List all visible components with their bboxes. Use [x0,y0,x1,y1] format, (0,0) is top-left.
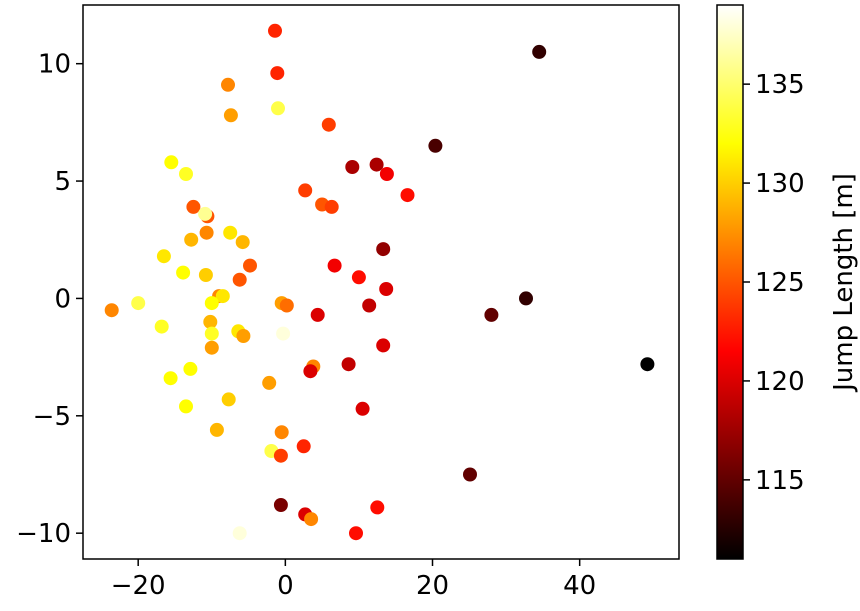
data-point [221,77,235,92]
data-point [204,326,219,341]
data-point [428,138,443,153]
x-axis: −20 0 20 40 [111,559,596,601]
data-point [204,340,219,355]
data-point [156,249,171,264]
y-axis: −10 −5 0 5 10 [16,50,83,549]
data-point [303,364,318,379]
data-point [369,157,384,172]
data-point [400,188,415,203]
colorbar-label: Jump Length [m] [829,173,859,393]
data-point [131,296,146,311]
data-point [327,258,342,273]
data-point [198,206,213,221]
y-tick-label: −5 [33,402,71,432]
data-point [355,401,370,416]
data-point [184,232,199,247]
data-point [298,183,313,198]
x-tick-label: 0 [277,571,294,601]
data-point [186,199,201,214]
data-point [262,375,277,390]
data-point [379,282,394,296]
data-point [204,296,219,311]
colorbar-tick-label: 125 [755,268,805,298]
data-point [349,526,363,541]
data-point [215,289,230,304]
data-point [154,319,169,334]
data-point [164,155,179,170]
data-point [209,422,224,437]
data-point [235,235,250,250]
data-point [463,467,477,482]
data-points [104,23,655,541]
x-tick-label: 20 [416,571,449,601]
data-point [179,399,193,414]
data-point [104,303,119,318]
colorbar-gradient [716,4,744,560]
data-point [321,117,336,132]
data-point [310,307,325,322]
data-point [370,500,385,515]
data-point [379,167,394,181]
data-point [345,160,360,174]
data-point [183,361,198,376]
data-point [341,357,356,372]
data-point [296,439,311,454]
data-point [484,307,499,322]
data-point [351,270,366,285]
data-point [274,425,289,440]
data-point [273,498,288,512]
colorbar-tick-label: 115 [755,466,805,496]
colorbar: 115 120 125 130 135 Jump Length [m] [716,4,859,560]
data-point [268,23,282,38]
data-point [532,44,547,59]
data-point [232,526,247,541]
data-point [270,66,285,81]
y-tick-label: 10 [38,50,71,80]
data-point [362,298,377,313]
y-tick-label: 0 [54,284,71,314]
data-point [640,357,655,372]
data-point [223,225,238,240]
data-point [519,291,533,306]
data-point [179,167,193,181]
data-point [203,314,218,329]
data-point [276,326,291,341]
plot-area-frame [82,4,680,560]
data-point [221,392,236,407]
colorbar-ticks: 115 120 125 130 135 [743,70,805,496]
data-point [243,258,257,273]
data-point [198,268,213,282]
colorbar-tick-label: 120 [755,367,805,397]
x-tick-label: −20 [111,571,166,601]
data-point [304,512,319,527]
data-point [273,448,288,463]
data-point [279,298,294,313]
data-point [223,108,238,123]
data-point [236,329,251,343]
data-point [324,199,339,214]
y-tick-label: 5 [54,167,71,197]
data-point [232,272,247,287]
data-point [176,265,191,280]
y-tick-label: −10 [16,519,71,549]
x-tick-label: 40 [563,571,596,601]
data-point [163,371,178,386]
data-point [376,242,391,257]
data-point [271,101,285,116]
data-point [199,225,214,240]
colorbar-tick-label: 135 [755,70,805,100]
colorbar-tick-label: 130 [755,169,805,199]
data-point [376,338,391,353]
